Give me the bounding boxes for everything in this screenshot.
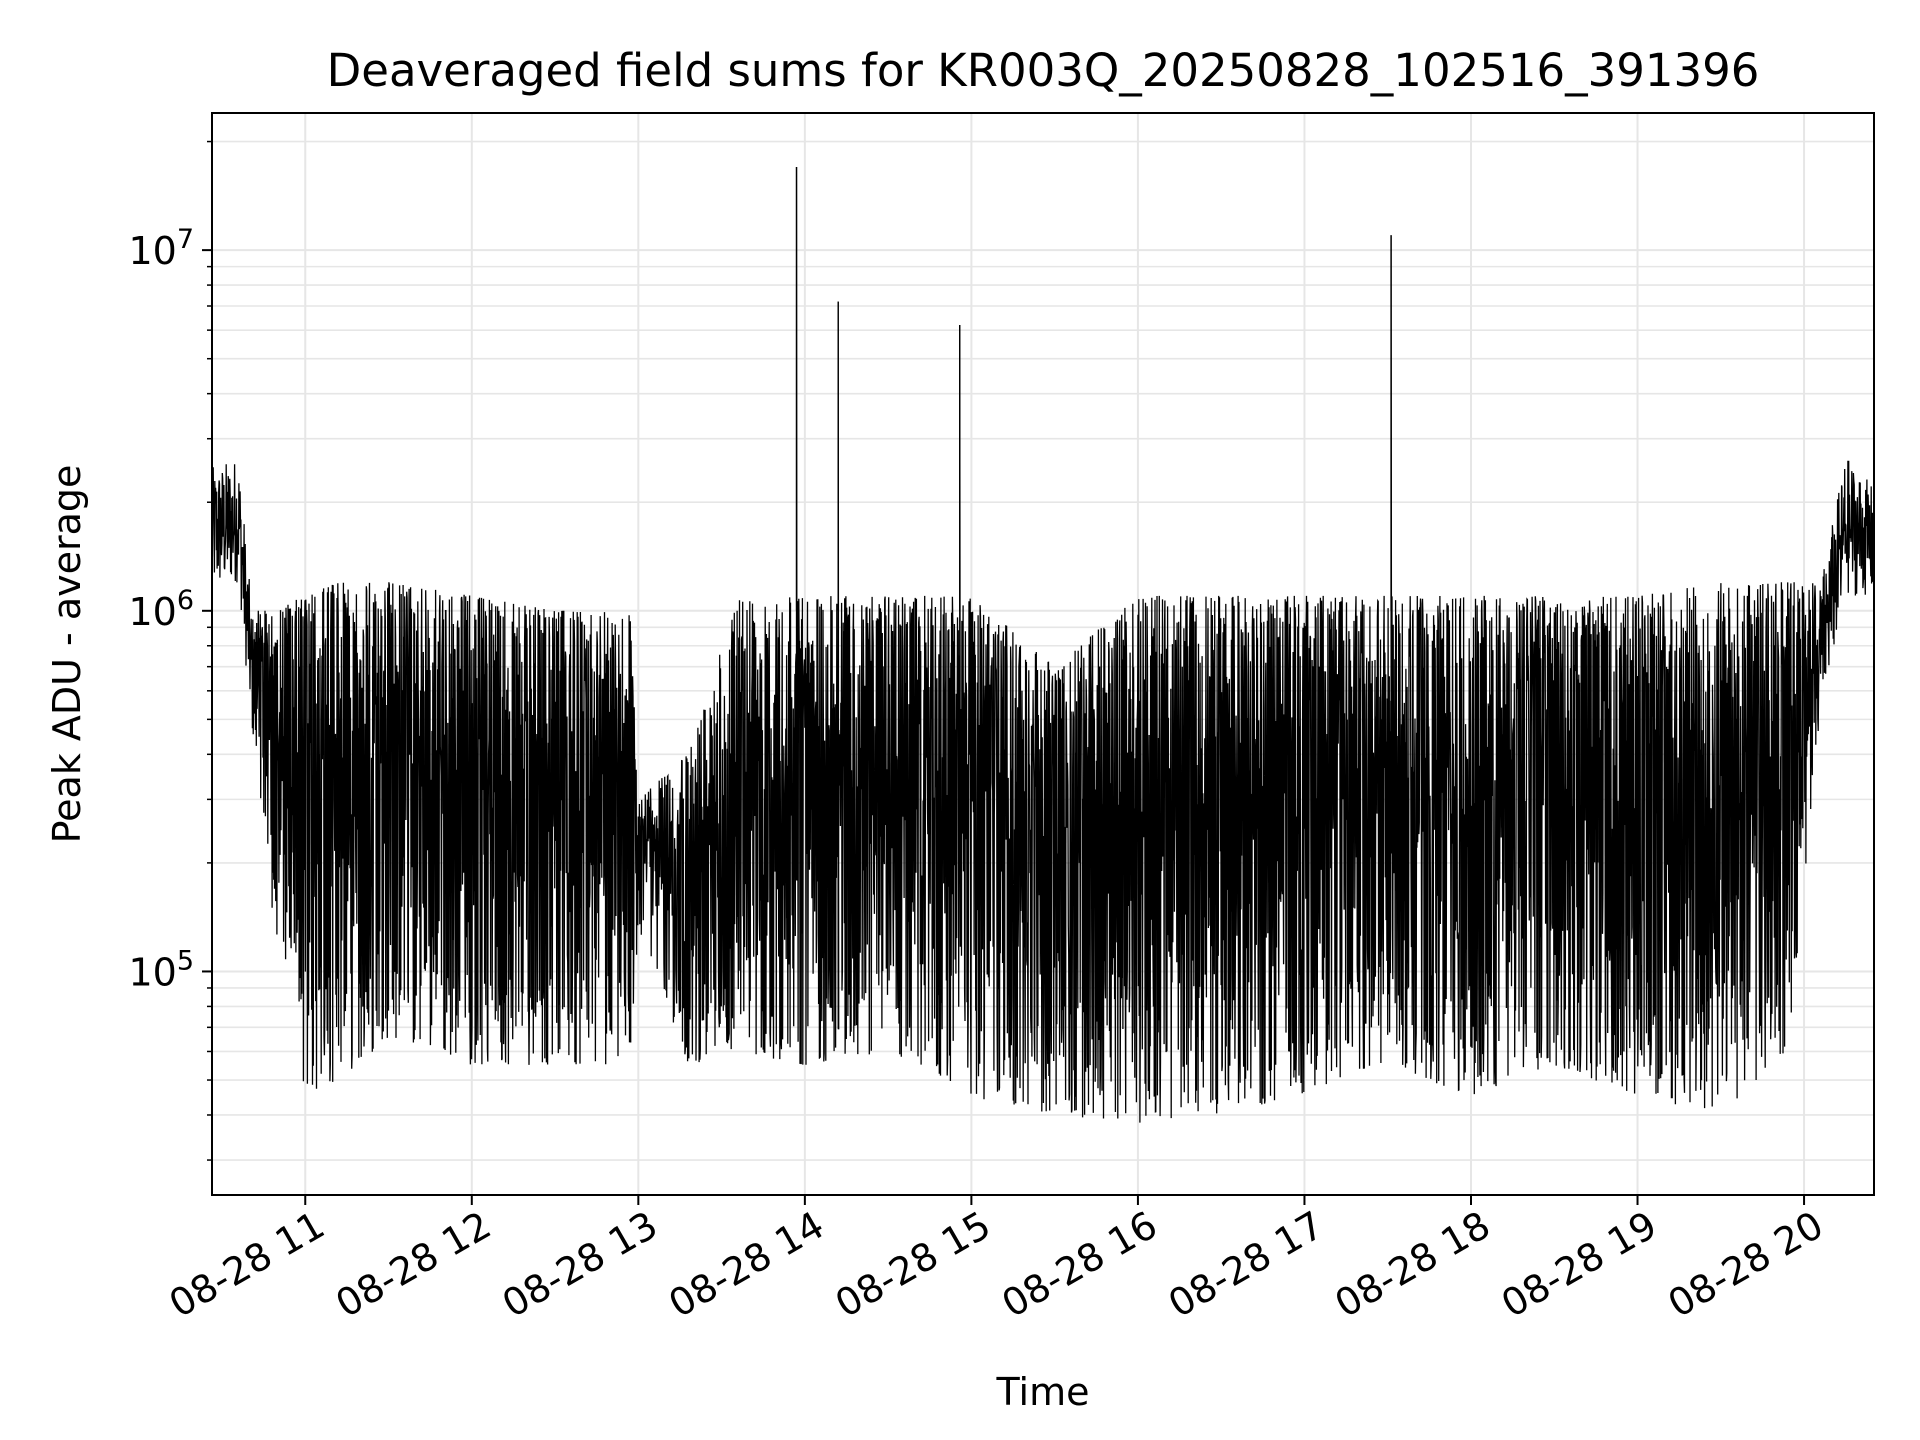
y-tick-label: 107	[128, 224, 194, 273]
data-series	[211, 166, 1875, 1123]
y-tick-label: 105	[128, 945, 194, 994]
chart-title: Deaveraged field sums for KR003Q_2025082…	[327, 44, 1760, 97]
plot-area-frame	[211, 112, 1875, 1196]
y-tick-label: 106	[128, 585, 194, 634]
x-axis-label: Time	[996, 1370, 1090, 1414]
y-axis-label: Peak ADU - average	[45, 465, 89, 844]
series-line	[211, 166, 1875, 1123]
